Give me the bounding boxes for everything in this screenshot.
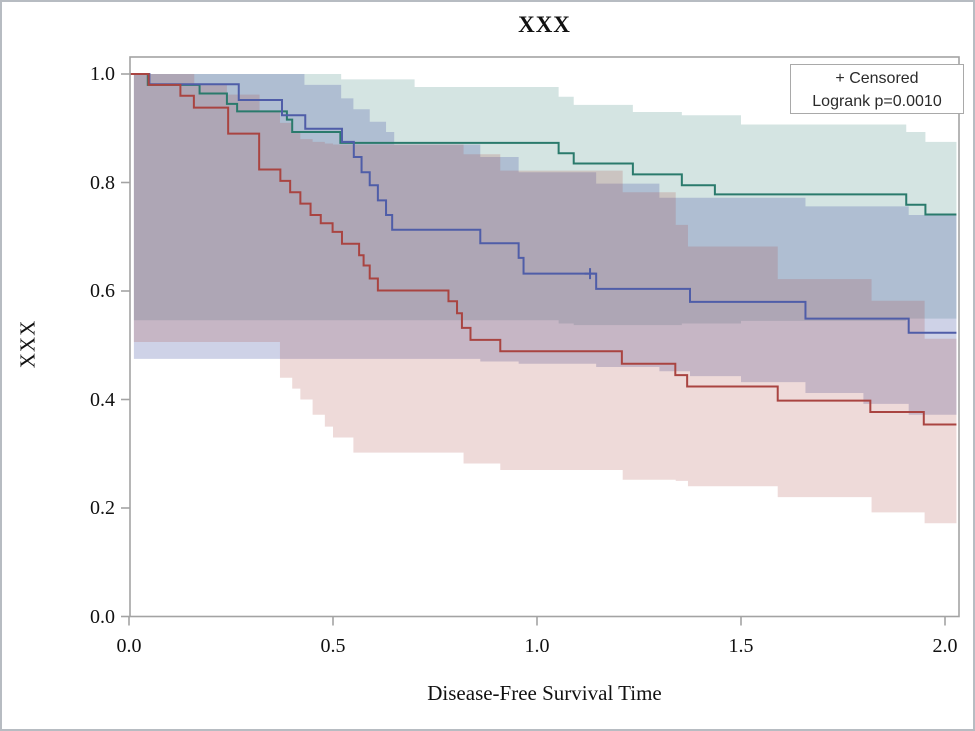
y-axis-title: XXX [15, 319, 40, 369]
y-tick-label: 1.0 [90, 63, 115, 85]
x-tick-label: 2.0 [932, 635, 958, 657]
legend-censored-label: + Censored [835, 70, 919, 87]
x-tick-label: 0.5 [320, 635, 346, 657]
survival-curve-group-2-blue [130, 73, 957, 334]
ci-band-group-3-red [133, 74, 957, 524]
survival-curve-group-1-teal [130, 73, 957, 216]
y-tick-label: 0.6 [90, 280, 115, 302]
x-tick-label: 1.0 [524, 635, 550, 657]
legend-logrank-label: Logrank p=0.0010 [812, 93, 942, 110]
plot-area [130, 73, 957, 524]
x-axis-title: Disease-Free Survival Time [427, 681, 662, 705]
censor-mark-group-2-blue [584, 268, 596, 280]
survival-curve-group-3-red [130, 73, 957, 426]
legend-box: + Censored Logrank p=0.0010 [790, 64, 964, 114]
y-tick-label: 0.4 [90, 388, 115, 411]
ci-band-group-2-blue [133, 74, 957, 415]
x-tick-label: 1.5 [728, 635, 754, 657]
y-tick-label: 0.2 [90, 497, 115, 519]
plot-border [129, 56, 960, 618]
x-tick-label: 0.0 [116, 635, 142, 657]
y-tick-label: 0.0 [90, 605, 115, 628]
chart-title: XXX [518, 12, 571, 37]
y-tick-label: 0.8 [90, 171, 115, 194]
